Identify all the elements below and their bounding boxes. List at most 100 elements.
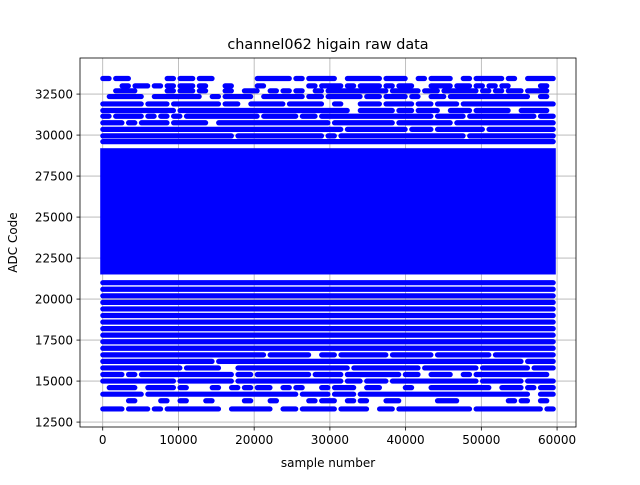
marker-run xyxy=(325,88,389,94)
marker-run xyxy=(499,385,524,391)
marker-run xyxy=(434,398,460,404)
marker-run xyxy=(402,371,421,378)
marker-run xyxy=(183,365,222,371)
x-tick-label: 40000 xyxy=(387,433,425,447)
marker-run xyxy=(158,398,170,404)
marker-run xyxy=(467,113,537,119)
marker-run xyxy=(396,83,415,89)
marker-run xyxy=(434,352,492,358)
marker-run xyxy=(428,75,453,82)
marker-run xyxy=(235,378,344,384)
marker-run xyxy=(537,83,550,89)
adc-level-markers xyxy=(100,113,556,119)
x-axis-label: sample number xyxy=(281,456,375,470)
marker-run xyxy=(319,352,337,358)
marker-run xyxy=(518,398,531,404)
marker-run xyxy=(467,133,556,139)
marker-run xyxy=(164,406,222,412)
adc-level-markers xyxy=(100,120,556,126)
marker-run xyxy=(428,385,492,391)
marker-run xyxy=(306,398,318,404)
marker-run xyxy=(357,107,395,114)
adc-level-markers xyxy=(100,391,556,397)
marker-run xyxy=(312,371,344,378)
marker-run xyxy=(486,83,498,89)
adc-level-markers xyxy=(100,75,556,82)
marker-run xyxy=(505,398,518,404)
marker-run xyxy=(409,93,421,100)
adc-level-markers xyxy=(100,319,556,325)
marker-run xyxy=(125,398,138,404)
marker-run xyxy=(235,365,350,371)
marker-run xyxy=(325,133,337,139)
marker-run xyxy=(525,385,537,391)
adc-level-markers xyxy=(100,371,550,378)
marker-run xyxy=(100,339,556,345)
adc-level-markers xyxy=(100,293,556,299)
marker-run xyxy=(125,406,151,412)
marker-run xyxy=(473,83,485,89)
marker-run xyxy=(299,406,337,412)
marker-run xyxy=(447,93,531,100)
marker-run xyxy=(106,93,144,100)
marker-run xyxy=(183,113,260,119)
marker-run xyxy=(100,293,556,299)
marker-run xyxy=(344,75,382,82)
marker-run xyxy=(537,113,556,119)
x-tick-label: 50000 xyxy=(462,433,500,447)
marker-run xyxy=(100,126,344,132)
marker-run xyxy=(209,385,222,391)
marker-run xyxy=(312,88,325,94)
y-axis-label: ADC Code xyxy=(6,212,20,272)
marker-run xyxy=(216,120,331,126)
marker-run xyxy=(171,120,209,126)
marker-run xyxy=(422,88,440,94)
marker-run xyxy=(454,83,473,89)
plot-frame xyxy=(79,57,577,428)
marker-run xyxy=(100,378,177,384)
x-tick-label: 10000 xyxy=(159,433,197,447)
marker-run xyxy=(383,83,395,89)
marker-run xyxy=(125,120,138,126)
marker-run xyxy=(383,93,408,100)
marker-run xyxy=(228,406,273,412)
marker-run xyxy=(306,75,337,82)
marker-run xyxy=(241,88,260,94)
marker-run xyxy=(479,378,524,384)
chart-title: channel062 higain raw data xyxy=(227,37,428,53)
adc-level-markers xyxy=(106,93,550,100)
marker-run xyxy=(319,113,434,119)
marker-run xyxy=(344,378,363,384)
marker-run xyxy=(499,83,511,89)
marker-run xyxy=(331,385,357,391)
marker-run xyxy=(479,365,531,371)
marker-run xyxy=(241,385,254,391)
marker-run xyxy=(415,107,440,114)
marker-run xyxy=(518,107,550,114)
marker-run xyxy=(151,83,164,89)
marker-run xyxy=(100,406,125,412)
marker-run xyxy=(209,93,222,100)
marker-run xyxy=(331,120,395,126)
marker-run xyxy=(351,365,421,371)
marker-run xyxy=(422,365,479,371)
adc-level-markers xyxy=(100,332,556,338)
marker-run xyxy=(248,101,286,107)
marker-run xyxy=(306,83,318,89)
marker-run xyxy=(505,75,518,82)
adc-level-markers xyxy=(100,378,556,384)
marker-run xyxy=(222,101,241,107)
marker-run xyxy=(428,371,453,378)
marker-run xyxy=(222,93,254,100)
marker-run xyxy=(100,113,112,119)
marker-run xyxy=(525,378,556,384)
y-tick-label: 17500 xyxy=(35,333,73,347)
marker-run xyxy=(106,385,138,391)
y-tick-label: 12500 xyxy=(35,415,73,429)
y-tick-label: 25000 xyxy=(35,210,73,224)
marker-run xyxy=(299,391,331,397)
marker-run xyxy=(100,365,183,371)
adc-level-markers xyxy=(100,345,556,351)
marker-run xyxy=(344,371,402,378)
